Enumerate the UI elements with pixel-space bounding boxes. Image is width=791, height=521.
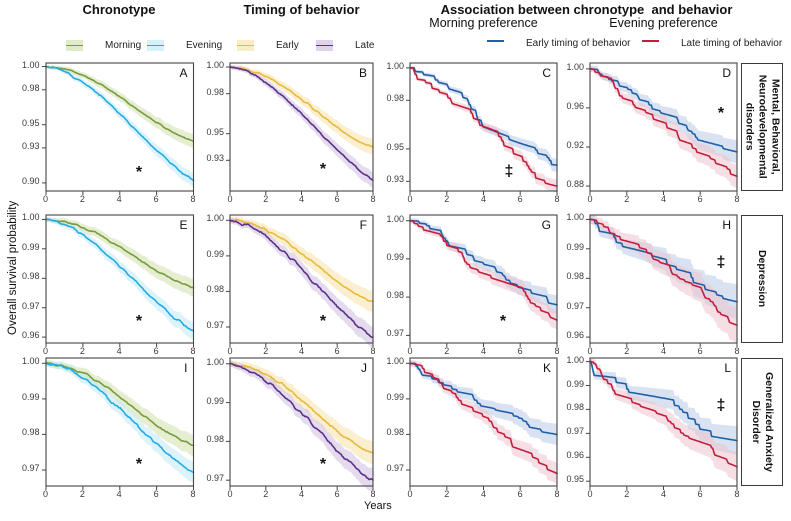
svg-text:*: * [135,456,142,473]
svg-text:*: * [135,164,142,181]
svg-text:*: * [320,313,327,330]
svg-text:A: A [179,66,187,80]
svg-text:B: B [359,66,367,80]
svg-text:L: L [724,361,731,375]
svg-text:*: * [500,313,507,330]
svg-text:‡: ‡ [505,163,514,180]
svg-text:J: J [361,361,367,375]
svg-text:H: H [722,218,731,232]
svg-text:I: I [184,361,187,375]
svg-text:*: * [320,456,327,473]
svg-text:F: F [360,218,367,232]
svg-text:D: D [722,66,731,80]
svg-text:‡: ‡ [717,397,726,414]
svg-text:*: * [320,161,327,178]
svg-text:‡: ‡ [717,254,726,271]
svg-text:*: * [135,313,142,330]
svg-text:*: * [718,105,725,122]
svg-text:E: E [179,218,187,232]
